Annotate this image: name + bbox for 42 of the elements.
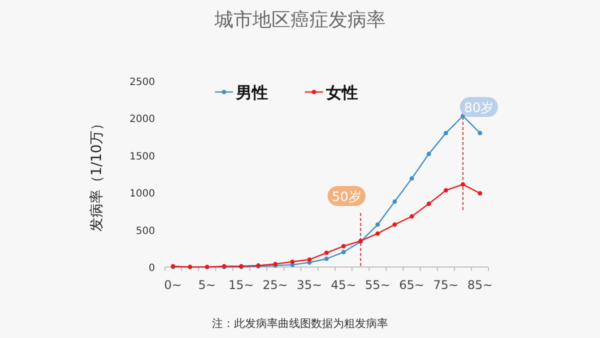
point [307, 257, 312, 262]
legend-label: 男性 [235, 83, 268, 102]
y-tick-label: 0 [148, 263, 155, 274]
y-tick-label: 2500 [130, 77, 155, 88]
x-tick-label: 85~ [467, 278, 493, 292]
point [392, 222, 397, 227]
point [410, 214, 414, 219]
point [426, 202, 432, 206]
point [375, 231, 380, 236]
legend-label: 女性 [325, 83, 358, 102]
point [341, 244, 346, 248]
point [478, 130, 482, 136]
text: 注：此发病率曲线图数据为粗发病率 [212, 317, 388, 330]
x-tick-label: 75~ [433, 278, 459, 292]
point [426, 152, 432, 156]
chart-title: 城市地区癌症发病率 [214, 9, 386, 31]
x-tick-label: 0~ [164, 278, 182, 292]
annotation: 80岁 [464, 101, 494, 116]
y-tick-label: 500 [136, 226, 155, 237]
x-tick-label: 25~ [262, 278, 288, 292]
x-tick-label: 15~ [228, 278, 254, 292]
x-tick-label: 45~ [330, 278, 356, 292]
point [444, 130, 448, 136]
point [478, 191, 482, 196]
point [341, 250, 346, 254]
point [410, 176, 414, 181]
y-tick-label: 2000 [130, 114, 155, 126]
point [392, 199, 397, 204]
y-axis-title: 发病率（1/10万） [89, 116, 105, 232]
point [444, 188, 448, 193]
x-tick-label: 65~ [399, 278, 424, 292]
point [460, 182, 466, 187]
point [290, 260, 295, 264]
x-tick-label: 5~ [198, 278, 216, 292]
point [324, 256, 329, 262]
y-tick-label: 1000 [130, 188, 155, 200]
y-tick-label: 1500 [130, 151, 155, 162]
point [324, 250, 329, 256]
annotation: 50岁 [332, 190, 362, 205]
x-tick-label: 35~ [296, 278, 322, 292]
x-tick-label: 55~ [365, 278, 390, 292]
point [375, 222, 380, 227]
